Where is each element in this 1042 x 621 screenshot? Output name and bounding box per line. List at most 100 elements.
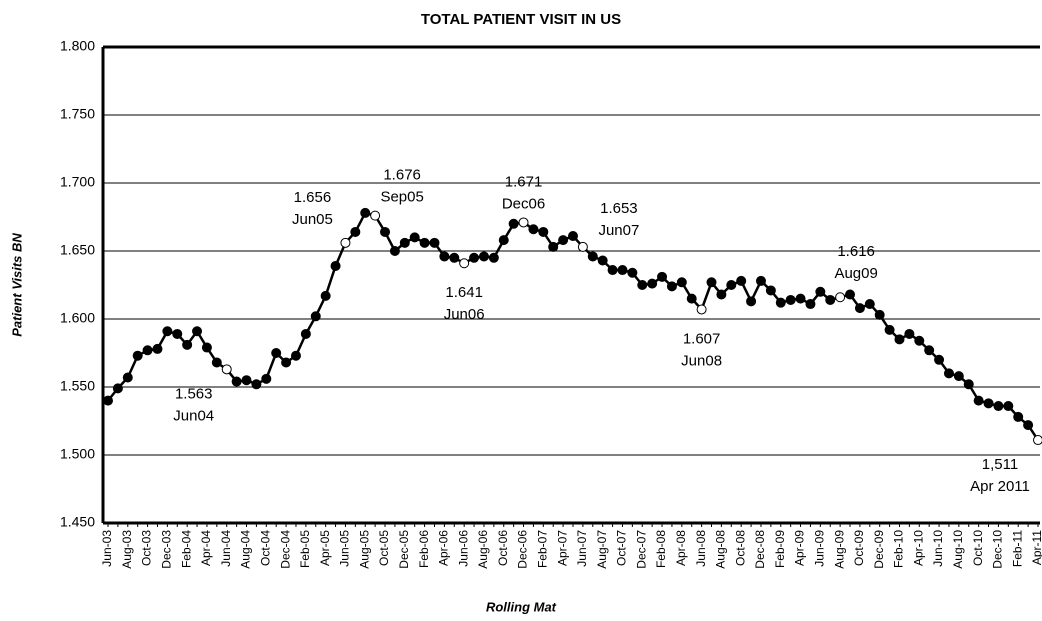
y-tick-label: 1.650: [60, 242, 95, 258]
annotation-value: 1.676: [383, 167, 421, 184]
marker: [310, 311, 321, 322]
y-tick-label: 1.550: [60, 378, 95, 394]
x-tick-label: Feb-05: [298, 530, 312, 568]
marker: [538, 226, 549, 237]
marker: [300, 328, 311, 339]
marker: [340, 237, 351, 248]
chart-title: TOTAL PATIENT VISIT IN US: [421, 11, 621, 28]
marker: [736, 275, 747, 286]
marker: [389, 246, 400, 256]
annotation-value: 1.653: [600, 200, 638, 217]
annotation-date: Jun06: [444, 306, 485, 323]
marker: [934, 354, 945, 365]
marker: [577, 241, 588, 252]
marker: [1013, 411, 1024, 422]
marker: [409, 232, 420, 243]
x-tick-label: Dec-04: [278, 530, 292, 569]
annotation-date: Apr 2011: [970, 478, 1030, 495]
annotation-date: Jun08: [681, 352, 722, 369]
marker: [429, 237, 440, 248]
marker: [360, 207, 371, 218]
marker: [449, 252, 460, 263]
x-tick-label: Feb-04: [179, 530, 193, 568]
marker: [963, 379, 974, 390]
marker: [953, 371, 964, 382]
x-tick-label: Dec-08: [753, 530, 767, 569]
marker: [290, 350, 301, 361]
x-tick-label: Jun-03: [100, 530, 114, 567]
annotation-value: 1.607: [683, 330, 721, 347]
marker: [211, 357, 222, 368]
x-tick-label: Oct-06: [496, 530, 510, 566]
x-tick-label: Oct-03: [140, 530, 154, 566]
annotation-value: 1.563: [175, 385, 213, 402]
marker: [815, 286, 826, 297]
x-tick-label: Jun-07: [575, 530, 589, 567]
marker: [726, 280, 737, 290]
annotation-date: Dec06: [502, 195, 545, 212]
marker: [162, 326, 173, 337]
y-tick-label: 1.450: [60, 514, 95, 530]
x-tick-label: Aug-08: [714, 530, 728, 569]
x-tick-label: Oct-08: [733, 530, 747, 566]
x-tick-label: Aug-05: [357, 530, 371, 569]
x-tick-label: Apr-11: [1030, 530, 1042, 565]
marker: [825, 294, 836, 305]
x-tick-label: Aug-09: [832, 530, 846, 569]
marker: [469, 252, 480, 263]
marker: [1003, 401, 1014, 412]
marker: [637, 280, 648, 290]
marker: [548, 241, 559, 252]
marker: [261, 373, 272, 384]
x-tick-label: Jun-09: [813, 530, 827, 567]
x-tick-label: Apr-06: [437, 530, 451, 566]
annotation-value: 1,511: [982, 456, 1018, 473]
marker: [983, 398, 994, 409]
marker: [617, 265, 628, 276]
marker: [478, 251, 489, 262]
annotation-date: Aug09: [834, 265, 877, 282]
x-tick-label: Feb-08: [654, 530, 668, 568]
marker: [647, 278, 658, 289]
marker: [943, 368, 954, 379]
marker: [518, 217, 529, 228]
marker: [192, 326, 203, 337]
marker: [775, 297, 786, 308]
x-tick-label: Dec-03: [160, 530, 174, 569]
x-tick-label: Feb-07: [535, 530, 549, 568]
marker: [399, 237, 410, 248]
x-tick-label: Apr-04: [199, 530, 213, 566]
x-tick-label: Feb-09: [773, 530, 787, 568]
marker: [103, 395, 113, 406]
annotation-date: Jun07: [598, 222, 639, 239]
x-tick-label: Feb-10: [892, 530, 906, 568]
x-tick-label: Jun-08: [694, 530, 708, 567]
marker: [676, 277, 687, 288]
marker: [924, 345, 935, 356]
marker: [755, 275, 766, 286]
marker: [864, 299, 875, 310]
marker: [884, 324, 895, 335]
x-tick-label: Feb-11: [1010, 530, 1024, 567]
y-tick-label: 1.600: [60, 310, 95, 326]
marker: [459, 258, 470, 269]
x-tick-label: Aug-07: [595, 530, 609, 569]
x-tick-label: Jun-06: [456, 530, 470, 567]
marker: [686, 293, 697, 304]
marker: [221, 364, 232, 375]
annotation-value: 1.616: [837, 243, 875, 260]
annotation-value: 1.656: [294, 189, 332, 206]
line: [107, 211, 1040, 441]
x-tick-label: Aug-10: [951, 530, 965, 569]
marker: [172, 328, 183, 339]
marker: [657, 271, 668, 282]
marker: [716, 289, 727, 300]
x-tick-label: Apr-07: [555, 530, 569, 566]
annotation-date: Sep05: [380, 189, 423, 206]
x-tick-label: Apr-08: [674, 530, 688, 566]
x-tick-label: Oct-10: [971, 530, 985, 566]
y-axis-title: Patient Visits BN: [9, 233, 24, 337]
marker: [1023, 420, 1034, 431]
marker: [874, 309, 885, 320]
